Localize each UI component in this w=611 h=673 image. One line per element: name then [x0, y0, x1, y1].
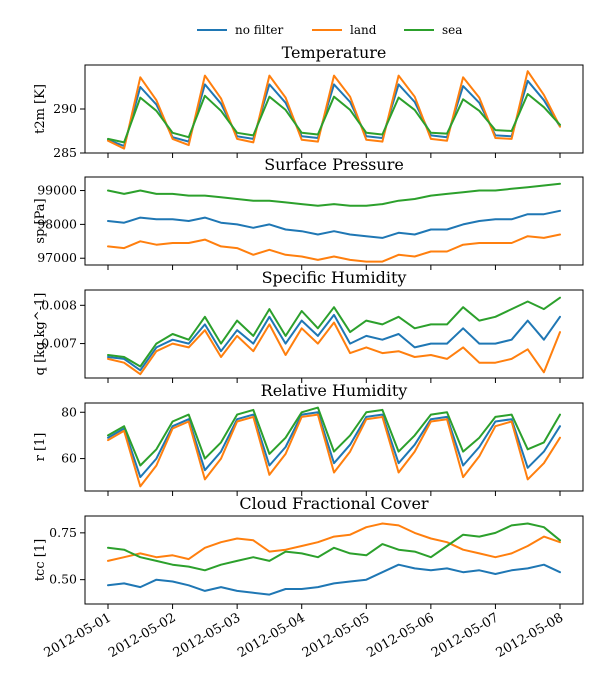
panel-title: Surface Pressure: [264, 155, 404, 174]
series-line-no-filter: [107, 79, 561, 147]
y-axis-label: t2m [K]: [33, 84, 48, 134]
x-tick-label: 2012-05-04: [235, 610, 307, 660]
y-tick-label: 60: [61, 451, 77, 466]
y-tick-label: 0.007: [41, 336, 77, 351]
legend-entry-no-filter: no filter: [197, 23, 284, 37]
panel-4: Relative Humidity r [1] 60 80: [33, 381, 584, 496]
legend-label-no-filter: no filter: [235, 23, 284, 37]
panel-title: Cloud Fractional Cover: [239, 494, 428, 513]
panel-5: Cloud Fractional Cover tcc [1] 0.50 0.75: [33, 494, 584, 609]
y-axis-label: sp [Pa]: [33, 198, 48, 243]
panel-2: Surface Pressure sp [Pa] 97000 98000 99000: [33, 155, 584, 270]
x-tick-label: 2012-05-03: [171, 610, 243, 660]
series-line-no-filter: [107, 209, 561, 239]
axes-frame: [84, 64, 584, 154]
x-axis-tick-labels: 2012-05-012012-05-022012-05-032012-05-04…: [42, 610, 566, 660]
panel-title: Temperature: [282, 43, 387, 62]
axes-frame: [84, 402, 584, 492]
x-tick-label: 2012-05-07: [429, 610, 501, 660]
y-tick-label: 290: [53, 101, 77, 116]
series-line-sea: [107, 406, 561, 467]
panel-title: Specific Humidity: [262, 268, 407, 287]
series-line-sea: [107, 296, 561, 368]
panel-1: Temperature t2m [K] 285 290: [33, 43, 584, 160]
series-line-land: [107, 233, 561, 263]
x-tick-label: 2012-05-06: [364, 610, 436, 660]
y-tick-label: 97000: [37, 250, 77, 265]
y-axis-label: r [1]: [33, 433, 48, 462]
legend-entry-land: land: [312, 23, 377, 37]
panels: Temperature t2m [K] 285 290 Surface Pressure…: [33, 43, 584, 609]
y-axis-label: tcc [1]: [33, 539, 48, 581]
panel-title: Relative Humidity: [261, 381, 408, 400]
legend: no filter land sea: [197, 23, 462, 37]
y-tick-label: 0.008: [41, 297, 77, 312]
axes-frame: [84, 176, 584, 266]
series-line-land: [107, 413, 561, 488]
legend-label-sea: sea: [442, 23, 462, 37]
series-line-sea: [107, 182, 561, 207]
series-line-sea: [107, 93, 561, 144]
series-line-land: [107, 321, 561, 376]
legend-entry-sea: sea: [404, 23, 462, 37]
series-line-no-filter: [107, 313, 561, 372]
series-line-no-filter: [107, 411, 561, 479]
y-axis-label: q [kg kg^-1]: [33, 293, 48, 376]
y-tick-label: 80: [61, 404, 77, 419]
legend-label-land: land: [350, 23, 377, 37]
x-tick-label: 2012-05-01: [42, 610, 114, 660]
y-tick-label: 0.50: [49, 572, 77, 587]
series-line-sea: [107, 522, 561, 572]
series-line-no-filter: [107, 563, 561, 596]
y-tick-label: 0.75: [49, 525, 77, 540]
y-tick-label: 98000: [37, 216, 77, 231]
x-tick-label: 2012-05-08: [494, 610, 566, 660]
y-tick-label: 99000: [37, 183, 77, 198]
series-line-land: [107, 522, 561, 562]
axes-frame: [84, 289, 584, 379]
x-tick-label: 2012-05-05: [300, 610, 372, 660]
x-tick-label: 2012-05-02: [106, 610, 178, 660]
series-line-land: [107, 70, 561, 150]
y-tick-label: 285: [53, 145, 77, 160]
panel-3: Specific Humidity q [kg kg^-1]0.007 0.008: [33, 268, 584, 383]
axes-frame: [84, 515, 584, 605]
